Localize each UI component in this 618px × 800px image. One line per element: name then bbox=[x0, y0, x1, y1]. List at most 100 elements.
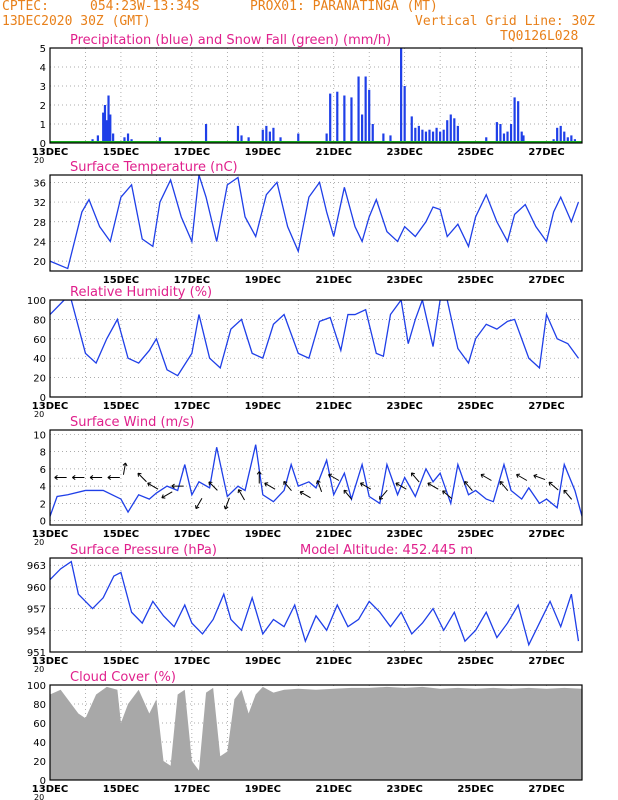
wind-arrow bbox=[137, 472, 147, 483]
wind-arrow bbox=[464, 481, 473, 492]
panel-1: 0 1 2 3 4 5 13DEC 15DEC 17DEC 19DEC 21DEC 23DEC 25DE… bbox=[32, 33, 583, 165]
y-tick-label: 954 bbox=[27, 626, 46, 637]
series-line bbox=[50, 300, 579, 377]
precip-bar bbox=[449, 114, 452, 143]
x-tick-label: 13DEC bbox=[32, 147, 68, 158]
precip-bar bbox=[502, 133, 506, 143]
x-tick-label: 17DEC bbox=[174, 401, 210, 412]
panel-2: 20 24 28 32 36 15DEC 17DEC 19DEC 21DEC 23DEC 25DEC… bbox=[33, 160, 583, 286]
panel-title: Relative Humidity (%) bbox=[70, 285, 212, 300]
y-tick-label: 60 bbox=[33, 335, 46, 346]
x-tick-label: 15DEC bbox=[103, 784, 139, 795]
wind-arrow bbox=[283, 481, 292, 492]
x-tick-label: 15DEC bbox=[103, 147, 139, 158]
y-tick-label: 8 bbox=[40, 448, 46, 459]
wind-arrow bbox=[379, 489, 388, 500]
wind-arrow bbox=[299, 490, 311, 499]
plot-frame bbox=[49, 174, 583, 272]
y-tick-label: 80 bbox=[33, 700, 46, 711]
plot-frame bbox=[49, 557, 583, 653]
wind-arrow bbox=[147, 482, 159, 490]
y-tick-label: 32 bbox=[33, 198, 46, 209]
precip-bar bbox=[364, 76, 367, 143]
wind-arrow bbox=[256, 471, 262, 484]
y-tick-label: 100 bbox=[27, 296, 46, 307]
precip-bar bbox=[102, 112, 105, 143]
x-tick-label: 27DEC bbox=[528, 784, 564, 795]
data-layer bbox=[50, 444, 582, 517]
precip-bar bbox=[417, 125, 420, 143]
x-tick-label: 17DEC bbox=[174, 529, 210, 540]
y-tick-label: 1 bbox=[40, 120, 46, 131]
x-axis-year-note: 20 bbox=[34, 410, 44, 419]
wind-arrow bbox=[316, 480, 323, 492]
header-location: 054:23W-13:34S bbox=[90, 0, 200, 14]
precip-bar bbox=[329, 93, 332, 143]
panel-3: 0 20 40 60 80 100 13DEC 15DEC 17DEC 19DEC 21DEC 23D… bbox=[27, 285, 583, 419]
wind-arrow bbox=[122, 462, 128, 475]
precip-bar bbox=[261, 129, 264, 143]
x-tick-label: 23DEC bbox=[386, 784, 422, 795]
y-tick-label: 40 bbox=[33, 354, 46, 365]
panel-4: 0 2 4 6 8 10 13DEC 15DEC 17DEC 19DEC 21DEC 23DEC 25D… bbox=[32, 415, 583, 547]
y-tick-label: 0 bbox=[40, 517, 46, 528]
wind-arrow bbox=[89, 475, 103, 480]
y-tick-label: 24 bbox=[33, 237, 46, 248]
wind-arrow bbox=[161, 491, 173, 499]
wind-arrow bbox=[427, 482, 439, 490]
x-tick-label: 17DEC bbox=[174, 784, 210, 795]
wind-arrow bbox=[410, 472, 420, 483]
precip-bar bbox=[499, 124, 502, 143]
precip-bar bbox=[495, 122, 498, 143]
precip-bar bbox=[424, 131, 428, 143]
precip-bar bbox=[268, 131, 271, 143]
precip-bar bbox=[428, 129, 431, 143]
panel-title: Surface Temperature (nC) bbox=[70, 160, 238, 175]
precip-bar bbox=[105, 120, 108, 143]
plot-frame bbox=[49, 429, 583, 526]
wind-arrow bbox=[563, 489, 573, 500]
precip-bar bbox=[421, 129, 424, 143]
x-tick-label: 25DEC bbox=[457, 529, 493, 540]
precip-bar bbox=[382, 133, 385, 143]
precip-bar bbox=[389, 135, 392, 143]
precip-bar bbox=[325, 133, 328, 143]
y-tick-label: 0 bbox=[40, 776, 46, 787]
wind-arrow bbox=[328, 473, 340, 481]
precip-bar bbox=[517, 101, 520, 143]
wind-arrow bbox=[395, 482, 407, 490]
precip-bar bbox=[520, 131, 523, 143]
precip-bar bbox=[158, 137, 162, 143]
precip-bar bbox=[272, 127, 275, 143]
x-tick-label: 15DEC bbox=[103, 275, 139, 286]
precip-bar bbox=[107, 95, 110, 143]
wind-arrow bbox=[171, 483, 184, 489]
panel-title: Surface Wind (m/s) bbox=[70, 415, 194, 430]
y-tick-label: 0 bbox=[40, 393, 46, 404]
y-tick-label: 20 bbox=[33, 374, 46, 385]
y-tick-label: 60 bbox=[33, 719, 46, 730]
plot-frame bbox=[49, 684, 583, 781]
x-tick-label: 25DEC bbox=[457, 656, 493, 667]
y-tick-label: 36 bbox=[33, 178, 46, 189]
y-tick-label: 100 bbox=[27, 681, 46, 692]
y-tick-label: 4 bbox=[40, 63, 46, 74]
x-tick-label: 19DEC bbox=[245, 275, 281, 286]
data-layer bbox=[50, 48, 582, 143]
header-grid-line: Vertical Grid Line: 30Z bbox=[415, 14, 596, 29]
precip-bar bbox=[513, 97, 516, 143]
precip-bar bbox=[456, 125, 459, 143]
precip-bar bbox=[343, 95, 346, 143]
series-line bbox=[50, 175, 580, 270]
y-tick-label: 80 bbox=[33, 315, 46, 326]
x-tick-label: 21DEC bbox=[316, 529, 352, 540]
x-tick-label: 21DEC bbox=[316, 275, 352, 286]
y-tick-label: 28 bbox=[33, 218, 46, 229]
precip-bar bbox=[563, 131, 566, 143]
x-tick-label: 19DEC bbox=[245, 529, 281, 540]
panel-title: Precipitation (blue) and Snow Fall (gree… bbox=[70, 33, 391, 48]
precip-bar bbox=[559, 125, 562, 143]
header-date: 13DEC2020 30Z (GMT) bbox=[2, 14, 151, 29]
x-axis-year-note: 20 bbox=[34, 538, 44, 547]
x-tick-label: 19DEC bbox=[245, 147, 281, 158]
